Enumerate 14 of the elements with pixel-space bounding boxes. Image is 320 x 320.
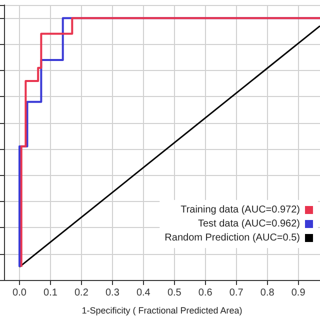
x-tick-label: 0.7	[229, 288, 244, 298]
x-axis-title: 1-Specificity ( Fractional Predicted Area)	[82, 306, 242, 316]
x-tick-label: 0.3	[105, 288, 120, 298]
legend-label: Training data (AUC=0.972)	[180, 204, 300, 216]
x-tick-label: 0.0	[12, 288, 27, 298]
x-tick-label: 0.2	[74, 288, 89, 298]
x-tick-label: 0.5	[167, 288, 182, 298]
legend-label: Random Prediction (AUC=0.5)	[164, 232, 300, 244]
x-tick-label: 0.9	[291, 288, 306, 298]
x-tick-label: 0.8	[260, 288, 275, 298]
x-tick-label: 0.4	[136, 288, 151, 298]
x-tick-label: 0.1	[44, 288, 58, 298]
legend-label: Test data (AUC=0.962)	[198, 218, 300, 230]
x-tick-label: 0.6	[198, 288, 213, 298]
